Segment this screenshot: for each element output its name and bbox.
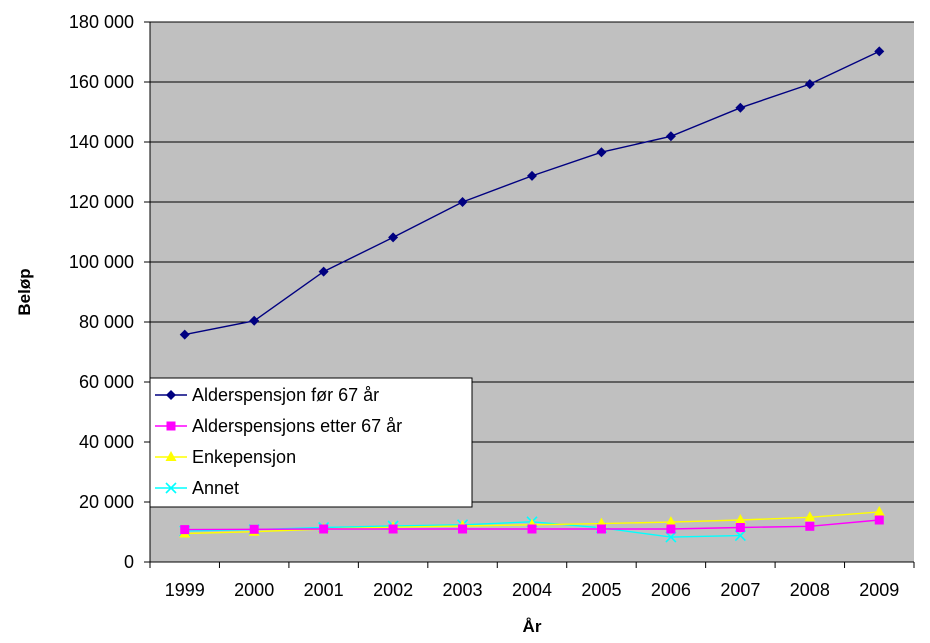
x-tick-labels: 1999 2000 2001 2002 2003 2004 2005 2006 2007 2008…: [165, 580, 900, 600]
y-tick-label: 80 000: [79, 312, 134, 332]
legend-marker: [165, 482, 177, 494]
data-point: [734, 530, 746, 542]
data-point: [527, 170, 537, 181]
x-tick-label: 1999: [165, 580, 205, 600]
y-tick-label: 20 000: [79, 492, 134, 512]
x-tick-label: 2009: [859, 580, 899, 600]
legend-items: Alderspensjon før 67 år Alderspensjons et…: [155, 385, 402, 498]
data-point: [388, 232, 399, 243]
legend-marker: [165, 451, 177, 461]
legend-label: Alderspensjon før 67 år: [192, 385, 379, 405]
legend-item: Enkepensjon: [155, 447, 296, 467]
data-point: [596, 147, 607, 158]
data-point: [874, 515, 884, 525]
data-point: [458, 524, 468, 534]
x-tick-label: 2003: [443, 580, 483, 600]
data-point: [249, 524, 259, 534]
series-2: [180, 515, 884, 535]
x-tick-label: 2002: [373, 580, 413, 600]
legend-item: Annet: [155, 478, 239, 498]
x-tick-label: 2007: [720, 580, 760, 600]
series-1: [179, 46, 885, 340]
y-tick-label: 180 000: [69, 12, 134, 32]
x-tick-label: 2006: [651, 580, 691, 600]
legend-item: Alderspensjon før 67 år: [155, 385, 379, 405]
data-point: [735, 523, 745, 532]
y-tick-label: 60 000: [79, 372, 134, 392]
legend-item: Alderspensjons etter 67 år: [155, 416, 402, 436]
y-tick-label: 40 000: [79, 432, 134, 452]
y-tick-labels: 0 20 000 40 000 60 000 80 000 100 000 120 000 1…: [69, 12, 134, 572]
legend-marker: [166, 421, 176, 431]
y-axis-title: Beløp: [15, 268, 34, 315]
legend: Alderspensjon før 67 år Alderspensjons et…: [149, 377, 473, 508]
data-point: [180, 525, 190, 535]
legend-marker: [166, 390, 176, 400]
data-point: [873, 505, 885, 516]
y-tick-label: 100 000: [69, 252, 134, 272]
legend-label: Enkepensjon: [192, 447, 296, 467]
y-tick-label: 0: [124, 552, 134, 572]
data-point: [527, 524, 537, 534]
x-tick-label: 2004: [512, 580, 552, 600]
data-point: [874, 46, 885, 57]
data-point: [318, 266, 329, 277]
y-tick-label: 160 000: [69, 72, 134, 92]
data-point: [734, 514, 746, 524]
data-point: [666, 524, 676, 534]
x-tick-label: 2000: [234, 580, 274, 600]
x-tick-label: 2005: [581, 580, 621, 600]
legend-box: [149, 377, 473, 508]
data-point: [735, 102, 746, 113]
data-point: [665, 516, 677, 527]
x-axis-title: År: [523, 617, 542, 636]
data-point: [457, 197, 468, 207]
data-point: [804, 511, 816, 522]
data-point: [179, 329, 190, 340]
y-tick-label: 140 000: [69, 132, 134, 152]
data-point: [665, 131, 676, 142]
x-tick-label: 2001: [304, 580, 344, 600]
y-tick-label: 120 000: [69, 192, 134, 212]
data-point: [665, 531, 677, 543]
data-point: [804, 79, 815, 90]
legend-label: Alderspensjons etter 67 år: [192, 416, 402, 436]
data-point: [596, 524, 606, 534]
data-point: [805, 521, 815, 531]
data-point: [388, 524, 398, 534]
legend-label: Annet: [192, 478, 239, 498]
data-point: [319, 524, 329, 534]
data-point: [249, 315, 260, 326]
series-layer: [179, 46, 885, 543]
x-tick-label: 2008: [790, 580, 830, 600]
